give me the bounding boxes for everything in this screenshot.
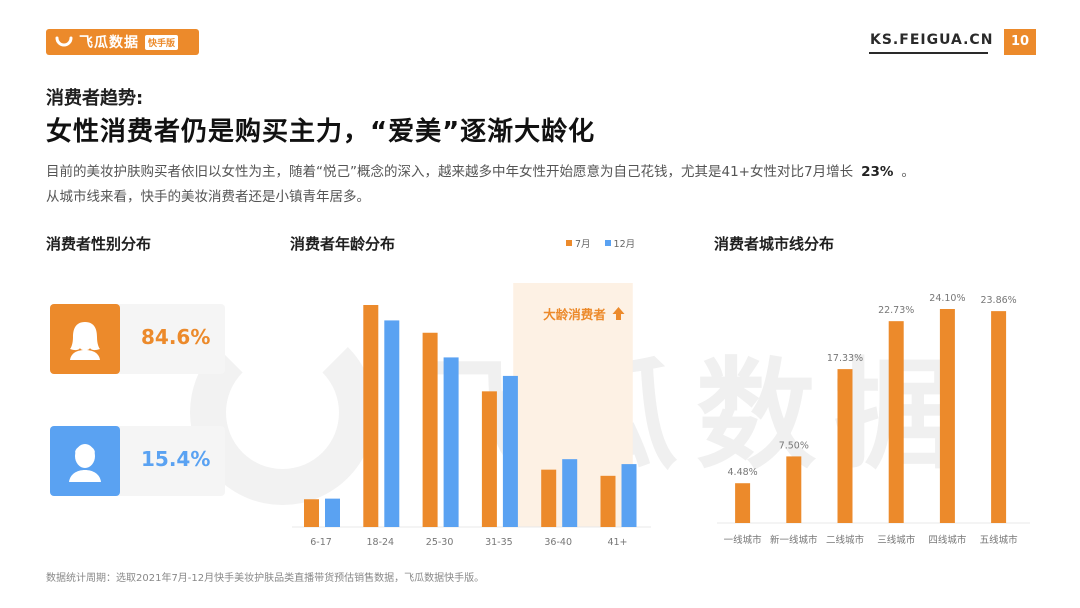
city-data-label: 4.48%	[728, 467, 758, 478]
city-data-label: 23.86%	[980, 295, 1016, 306]
site-underline	[869, 52, 988, 54]
city-tick-label: 四线城市	[928, 534, 967, 546]
city-data-label: 7.50%	[779, 440, 809, 451]
age-bar-jul	[541, 469, 557, 527]
city-tick-label: 五线城市	[980, 534, 1019, 546]
description: 目前的美妆护肤购买者依旧以女性为主，随着“悦己”概念的深入，越来越多中年女性开始…	[46, 160, 1046, 210]
age-bar-jul	[481, 391, 497, 527]
city-bar	[939, 309, 955, 523]
age-bar-jul	[363, 305, 379, 527]
male-person-icon	[50, 426, 120, 496]
legend-label-jul: 7月	[575, 239, 591, 250]
footnote: 数据统计周期：选取2021年7月-12月快手美妆护肤品类直播带货预估销售数据，飞…	[46, 573, 485, 584]
city-data-label: 22.73%	[878, 305, 914, 316]
city-tick-label: 二线城市	[826, 534, 865, 546]
city-tick-label: 新一线城市	[770, 534, 818, 546]
city-bar	[786, 456, 802, 523]
age-bar-dec	[443, 357, 459, 527]
older-consumers-label: 大龄消费者	[543, 307, 606, 322]
age-tick-label: 41+	[607, 537, 627, 548]
city-tick-label: 三线城市	[877, 534, 916, 546]
brand-logo: 飞瓜数据 快手版	[46, 29, 199, 55]
description-line-1: 目前的美妆护肤购买者依旧以女性为主，随着“悦己”概念的深入，越来越多中年女性开始…	[46, 164, 854, 180]
city-data-label: 24.10%	[929, 293, 965, 304]
city-bar	[991, 311, 1007, 523]
gender-section-title: 消费者性别分布	[46, 235, 152, 253]
age-tick-label: 18-24	[366, 537, 394, 548]
arrow-up-icon	[612, 307, 625, 320]
city-bar	[837, 369, 853, 523]
age-tick-label: 31-35	[485, 537, 513, 548]
age-bar-dec	[384, 320, 400, 527]
description-highlight: 23%	[861, 164, 894, 180]
age-bar-dec	[562, 459, 578, 527]
age-bar-jul	[304, 499, 319, 527]
legend-swatch-jul	[566, 240, 572, 246]
male-card: 15.4%	[50, 426, 225, 496]
page-title: 女性消费者仍是购买主力，“爱美”逐渐大龄化	[46, 117, 596, 147]
city-chart-title: 消费者城市线分布	[714, 235, 835, 253]
brand-badge: 快手版	[145, 34, 179, 50]
age-tick-label: 6-17	[310, 537, 332, 548]
age-tick-label: 36-40	[544, 537, 572, 548]
age-chart-title: 消费者年龄分布	[290, 235, 396, 253]
city-data-label: 17.33%	[827, 353, 863, 364]
brand-name: 飞瓜数据	[79, 35, 139, 51]
female-person-icon	[50, 304, 120, 374]
age-bar-jul	[600, 475, 616, 527]
legend-swatch-dec	[604, 240, 611, 246]
female-card: 84.6%	[50, 304, 225, 374]
female-percentage: 84.6%	[141, 325, 211, 349]
city-bar	[888, 321, 904, 523]
male-percentage: 15.4%	[141, 447, 211, 471]
age-bar-jul	[422, 332, 438, 527]
age-bar-dec	[621, 464, 637, 527]
page-number: 10	[1004, 29, 1036, 55]
description-line-2: 从城市线来看，快手的美妆消费者还是小镇青年居多。	[46, 189, 370, 205]
site-url[interactable]: KS.FEIGUA.CN	[870, 32, 994, 48]
description-line-1-end: 。	[901, 164, 915, 180]
logo-mark-icon	[54, 34, 74, 50]
section-kicker: 消费者趋势:	[46, 88, 144, 109]
legend-label-dec: 12月	[613, 239, 636, 250]
age-bar-dec	[502, 375, 518, 527]
age-legend: 7月 12月	[566, 236, 635, 250]
age-tick-label: 25-30	[426, 537, 454, 548]
city-bar	[735, 483, 751, 523]
city-tick-label: 一线城市	[724, 534, 763, 546]
age-bar-dec	[325, 498, 340, 527]
